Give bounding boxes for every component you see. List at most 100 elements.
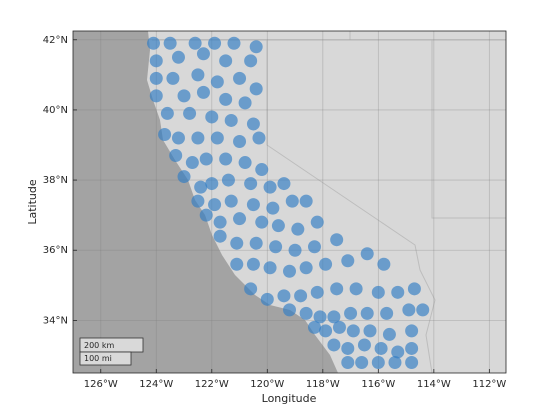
point	[171, 131, 185, 145]
x-tick-label: 126°W	[84, 379, 118, 390]
point	[244, 54, 258, 68]
point	[185, 156, 199, 170]
x-tick-label: 112°W	[472, 379, 506, 390]
y-tick-label: 38°N	[43, 175, 68, 186]
x-tick-label: 120°W	[250, 379, 284, 390]
point	[377, 257, 391, 271]
point	[213, 215, 227, 229]
point	[219, 54, 233, 68]
point	[255, 163, 269, 177]
point	[416, 303, 430, 317]
y-tick-label: 36°N	[43, 245, 68, 256]
point	[255, 215, 269, 229]
point	[307, 320, 321, 334]
point	[319, 324, 333, 338]
point	[391, 285, 405, 299]
point	[310, 285, 324, 299]
point	[227, 36, 241, 50]
scale-label: 200 km	[84, 341, 114, 350]
point	[219, 92, 233, 106]
point	[233, 71, 247, 85]
point	[191, 194, 205, 208]
point	[360, 247, 374, 261]
point	[407, 282, 421, 296]
point	[405, 355, 419, 369]
point	[391, 345, 405, 359]
point	[249, 40, 263, 54]
point	[196, 85, 210, 99]
point	[249, 236, 263, 250]
point	[307, 240, 321, 254]
point	[196, 47, 210, 61]
y-tick-label: 42°N	[43, 35, 68, 46]
point	[269, 240, 283, 254]
point	[271, 219, 285, 233]
point	[363, 324, 377, 338]
point	[183, 106, 197, 120]
point	[405, 324, 419, 338]
point	[294, 289, 308, 303]
point	[158, 127, 172, 141]
point	[344, 306, 358, 320]
x-tick-label: 116°W	[361, 379, 395, 390]
point	[355, 355, 369, 369]
point	[208, 198, 222, 212]
point	[402, 303, 416, 317]
point	[249, 82, 263, 96]
state-borders	[152, 31, 506, 373]
point	[213, 229, 227, 243]
point	[332, 320, 346, 334]
x-tick-label: 114°W	[417, 379, 451, 390]
point	[283, 264, 296, 278]
point	[177, 170, 191, 184]
points	[146, 36, 430, 369]
y-axis-label: Latitude	[26, 179, 39, 225]
point	[277, 177, 291, 191]
point	[341, 254, 355, 268]
point	[224, 113, 238, 127]
point	[252, 131, 266, 145]
point	[171, 50, 185, 64]
point	[163, 36, 177, 50]
point	[371, 285, 385, 299]
scale-bar-mi	[79, 351, 132, 366]
point	[380, 306, 394, 320]
point	[285, 194, 299, 208]
point	[330, 282, 344, 296]
point	[146, 36, 160, 50]
point	[149, 71, 163, 85]
point	[230, 236, 244, 250]
point	[238, 156, 252, 170]
point	[374, 341, 388, 355]
axes-box	[72, 30, 507, 374]
point	[149, 54, 163, 68]
point	[208, 36, 222, 50]
point	[405, 341, 419, 355]
point	[313, 310, 327, 324]
point	[346, 324, 360, 338]
point	[341, 355, 355, 369]
point	[371, 355, 385, 369]
point	[266, 201, 280, 215]
point	[177, 89, 191, 103]
point	[277, 289, 291, 303]
point	[191, 68, 205, 82]
x-tick-label: 124°W	[139, 379, 173, 390]
point	[283, 303, 296, 317]
point	[238, 96, 252, 110]
point	[199, 208, 213, 222]
point	[219, 152, 233, 166]
point	[327, 338, 341, 352]
point	[382, 327, 396, 341]
point	[349, 282, 363, 296]
point	[233, 134, 247, 148]
x-axis-label: Longitude	[262, 392, 317, 405]
y-tick-label: 34°N	[43, 315, 68, 326]
point	[260, 292, 274, 306]
point	[244, 177, 258, 191]
point	[244, 282, 258, 296]
point	[263, 261, 277, 275]
scale-label: 100 mi	[84, 354, 112, 363]
point	[299, 261, 313, 275]
